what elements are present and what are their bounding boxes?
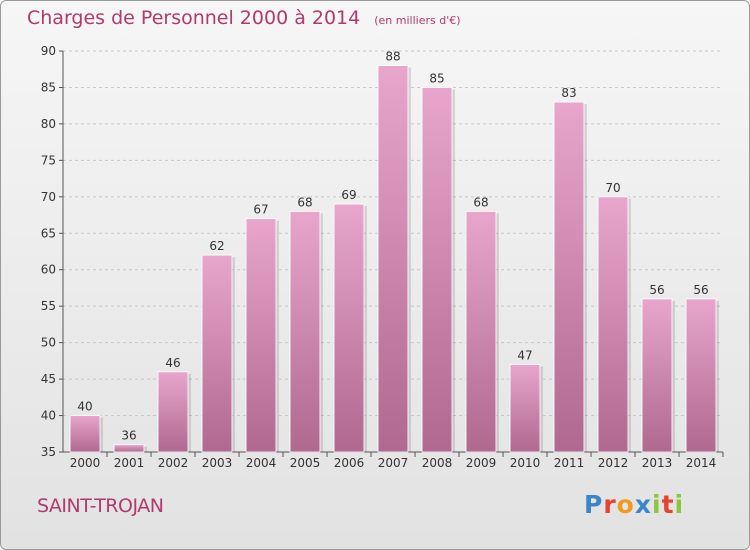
x-tick-label-2013: 2013 <box>642 456 673 470</box>
chart-title: Charges de Personnel 2000 à 2014 (en mill… <box>27 7 461 29</box>
logo-letter: i <box>674 490 685 519</box>
value-label-2000: 40 <box>77 400 92 414</box>
x-tick-label-2002: 2002 <box>158 456 189 470</box>
logo-letter: t <box>661 490 675 519</box>
proxiti-logo: Proxiti <box>584 490 684 519</box>
value-label-2005: 68 <box>297 195 312 209</box>
bar-2014 <box>685 298 717 453</box>
bar-2005 <box>289 210 321 453</box>
value-label-2014: 56 <box>693 283 708 297</box>
value-label-2008: 85 <box>429 71 444 85</box>
value-label-2001: 36 <box>121 429 136 443</box>
bar-2004 <box>245 218 277 453</box>
y-tick-label: 35 <box>41 445 56 459</box>
y-tick-label: 50 <box>41 336 56 350</box>
value-label-2003: 62 <box>209 239 224 253</box>
bar-2006 <box>333 203 365 453</box>
value-label-2004: 67 <box>253 203 268 217</box>
x-tick-label-2008: 2008 <box>422 456 453 470</box>
bar-2000 <box>69 415 101 453</box>
bar-2010 <box>509 364 541 453</box>
bar-2009 <box>465 210 497 453</box>
logo-letter: i <box>652 490 662 519</box>
bar-2013 <box>641 298 673 453</box>
y-tick-label: 85 <box>41 80 56 94</box>
bar-2007 <box>377 65 409 453</box>
value-label-2011: 83 <box>561 86 576 100</box>
x-tick-label-2003: 2003 <box>202 456 233 470</box>
value-label-2012: 70 <box>605 181 620 195</box>
x-tick-label-2001: 2001 <box>114 456 145 470</box>
x-tick-label-2010: 2010 <box>510 456 541 470</box>
commune-name: SAINT-TROJAN <box>37 495 164 517</box>
x-tick-label-2006: 2006 <box>334 456 365 470</box>
y-tick-label: 45 <box>41 372 56 386</box>
chart-title-text: Charges de Personnel 2000 à 2014 <box>27 7 361 29</box>
bar-2001 <box>113 444 145 453</box>
y-tick-label: 70 <box>41 190 56 204</box>
y-tick-label: 40 <box>41 409 56 423</box>
x-tick-label-2000: 2000 <box>70 456 101 470</box>
x-tick-label-2004: 2004 <box>246 456 277 470</box>
bar-2008 <box>421 87 453 453</box>
x-tick-label-2007: 2007 <box>378 456 409 470</box>
y-tick-label: 60 <box>41 263 56 277</box>
y-tick-label: 55 <box>41 299 56 313</box>
bar-2012 <box>597 196 629 453</box>
x-tick-label-2011: 2011 <box>554 456 585 470</box>
y-tick-label: 90 <box>41 44 56 58</box>
logo-letter: P <box>584 490 604 519</box>
value-label-2013: 56 <box>649 283 664 297</box>
value-label-2002: 46 <box>165 356 180 370</box>
bars <box>69 65 719 453</box>
x-tick-label-2005: 2005 <box>290 456 321 470</box>
y-tick-label: 80 <box>41 117 56 131</box>
value-labels: 40 36 46 62 67 68 69 88 85 68 47 83 70 56 56 <box>77 50 708 443</box>
bar-2002 <box>157 371 189 453</box>
x-tick-label-2009: 2009 <box>466 456 497 470</box>
value-label-2007: 88 <box>385 50 400 64</box>
chart-subtitle: (en milliers d'€) <box>374 14 461 27</box>
value-label-2006: 69 <box>341 188 356 202</box>
y-tick-label: 65 <box>41 226 56 240</box>
value-label-2010: 47 <box>517 349 532 363</box>
y-tick-label: 75 <box>41 153 56 167</box>
value-label-2009: 68 <box>473 195 488 209</box>
bar-2011 <box>553 101 585 453</box>
x-tick-label-2014: 2014 <box>686 456 717 470</box>
logo-letter: x <box>634 490 652 519</box>
x-tick-label-2012: 2012 <box>598 456 629 470</box>
bar-2003 <box>201 254 233 453</box>
logo-letter: o <box>616 490 635 519</box>
logo-letter: r <box>603 490 617 519</box>
